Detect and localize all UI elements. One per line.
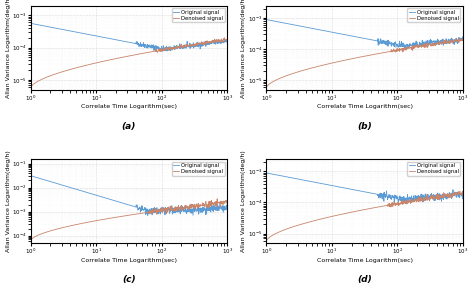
Original signal — [264, 18, 269, 21]
Text: (a): (a) — [122, 121, 136, 130]
Original signal — [383, 196, 388, 200]
Legend: Original signal, Denoised signal: Original signal, Denoised signal — [407, 162, 460, 176]
Line: Original signal: Original signal — [266, 173, 463, 204]
Denoised signal — [197, 203, 203, 207]
Original signal — [378, 196, 383, 200]
Denoised signal — [383, 204, 388, 207]
Y-axis label: Allan Variance Logarithm(deg/h): Allan Variance Logarithm(deg/h) — [241, 150, 246, 252]
Original signal — [275, 20, 281, 24]
Denoised signal — [412, 198, 418, 202]
Original signal — [389, 197, 394, 200]
Text: (c): (c) — [122, 275, 136, 284]
Original signal — [40, 24, 46, 27]
Y-axis label: Allan Variance Logarithm(deg/h): Allan Variance Logarithm(deg/h) — [6, 0, 10, 98]
Original signal — [142, 206, 148, 209]
Legend: Original signal, Denoised signal: Original signal, Denoised signal — [172, 162, 225, 176]
Line: Original signal: Original signal — [31, 176, 227, 216]
Original signal — [197, 47, 203, 50]
Line: Denoised signal: Denoised signal — [266, 38, 463, 88]
X-axis label: Correlate Time Logarithm(sec): Correlate Time Logarithm(sec) — [81, 105, 177, 109]
Denoised signal — [177, 46, 182, 50]
Original signal — [197, 211, 203, 214]
Original signal — [275, 173, 281, 177]
Original signal — [433, 41, 438, 44]
Denoised signal — [460, 189, 465, 193]
Denoised signal — [433, 44, 438, 47]
Original signal — [433, 194, 438, 197]
Denoised signal — [383, 50, 388, 54]
Original signal — [145, 214, 151, 217]
Original signal — [28, 22, 34, 25]
Original signal — [460, 191, 465, 195]
Denoised signal — [378, 205, 383, 208]
Denoised signal — [378, 51, 383, 55]
Denoised signal — [142, 51, 148, 55]
Original signal — [28, 174, 34, 178]
Y-axis label: Allan Variance Logarithm(deg/h): Allan Variance Logarithm(deg/h) — [241, 0, 246, 98]
Original signal — [264, 171, 269, 175]
Original signal — [177, 45, 183, 48]
Denoised signal — [224, 200, 230, 204]
Original signal — [40, 178, 46, 181]
Denoised signal — [389, 205, 394, 208]
Denoised signal — [224, 38, 230, 41]
Denoised signal — [28, 239, 34, 242]
Original signal — [224, 204, 230, 208]
Denoised signal — [147, 212, 153, 216]
Legend: Original signal, Denoised signal: Original signal, Denoised signal — [407, 8, 460, 22]
Denoised signal — [153, 50, 159, 53]
Original signal — [142, 46, 148, 50]
Legend: Original signal, Denoised signal: Original signal, Denoised signal — [172, 8, 225, 22]
X-axis label: Correlate Time Logarithm(sec): Correlate Time Logarithm(sec) — [317, 105, 412, 109]
Denoised signal — [40, 232, 46, 235]
Denoised signal — [412, 45, 418, 48]
Original signal — [147, 210, 153, 213]
Original signal — [389, 44, 394, 48]
Denoised signal — [264, 240, 269, 243]
Original signal — [153, 211, 159, 215]
Line: Denoised signal: Denoised signal — [31, 199, 227, 241]
Denoised signal — [460, 191, 465, 194]
Text: (d): (d) — [357, 275, 372, 284]
Original signal — [160, 50, 165, 53]
Original signal — [147, 44, 153, 48]
Original signal — [413, 44, 419, 47]
Original signal — [153, 44, 159, 47]
Denoised signal — [197, 42, 203, 45]
Original signal — [383, 39, 388, 43]
Denoised signal — [222, 36, 228, 40]
Line: Denoised signal: Denoised signal — [266, 191, 463, 241]
Denoised signal — [460, 39, 465, 42]
Original signal — [413, 196, 419, 200]
Text: (b): (b) — [357, 121, 372, 130]
Denoised signal — [142, 211, 148, 215]
X-axis label: Correlate Time Logarithm(sec): Correlate Time Logarithm(sec) — [317, 258, 412, 263]
Denoised signal — [40, 77, 46, 81]
Line: Original signal: Original signal — [266, 20, 463, 48]
Original signal — [460, 35, 465, 38]
Original signal — [378, 37, 383, 41]
Original signal — [404, 202, 410, 206]
Denoised signal — [177, 208, 182, 212]
Y-axis label: Allan Variance Logarithm(deg/h): Allan Variance Logarithm(deg/h) — [6, 150, 10, 252]
Original signal — [224, 37, 230, 41]
Denoised signal — [433, 197, 438, 201]
X-axis label: Correlate Time Logarithm(sec): Correlate Time Logarithm(sec) — [81, 258, 177, 263]
Denoised signal — [153, 210, 159, 213]
Denoised signal — [389, 49, 394, 53]
Line: Original signal: Original signal — [31, 23, 227, 51]
Original signal — [177, 211, 183, 215]
Denoised signal — [28, 86, 34, 90]
Denoised signal — [275, 77, 281, 81]
Denoised signal — [264, 86, 269, 90]
Original signal — [401, 47, 407, 50]
Denoised signal — [456, 36, 462, 40]
Denoised signal — [275, 230, 281, 234]
Line: Denoised signal: Denoised signal — [31, 38, 227, 88]
Denoised signal — [214, 197, 220, 200]
Denoised signal — [147, 50, 153, 54]
